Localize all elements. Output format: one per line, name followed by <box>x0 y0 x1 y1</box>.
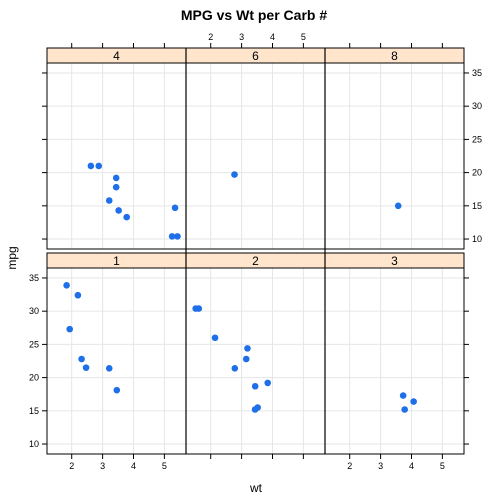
panel-4: 4 <box>46 47 187 250</box>
y-tick-label: 10 <box>29 439 39 449</box>
data-point <box>123 213 130 221</box>
data-point <box>87 162 95 170</box>
x-tick-label: 5 <box>440 461 445 471</box>
y-tick-label: 10 <box>472 234 482 244</box>
panel-8: 8 <box>324 47 465 250</box>
y-axis-title: mpg <box>5 246 19 269</box>
data-point <box>74 291 82 299</box>
panel-border <box>185 267 326 455</box>
x-tick-label: 5 <box>162 461 167 471</box>
x-tick-label: 2 <box>208 32 213 42</box>
data-point <box>242 355 250 363</box>
x-tick-label: 2 <box>69 461 74 471</box>
data-point <box>78 355 85 363</box>
panel-2: 2 <box>185 252 326 455</box>
strip-label-8: 8 <box>391 49 398 63</box>
data-point <box>264 379 272 387</box>
y-tick-label: 30 <box>472 101 482 111</box>
data-point <box>171 204 179 212</box>
strip-label-2: 2 <box>252 254 259 268</box>
data-point <box>112 183 120 191</box>
strip-label-1: 1 <box>113 254 120 268</box>
data-point <box>251 406 259 413</box>
data-point <box>399 392 407 399</box>
x-tick-label: 4 <box>270 32 275 42</box>
x-tick-label: 5 <box>301 32 306 42</box>
y-tick-label: 20 <box>29 373 39 383</box>
panel-border <box>46 62 187 250</box>
data-point <box>244 345 251 352</box>
y-tick-label: 15 <box>29 406 39 416</box>
strip-label-3: 3 <box>391 254 398 268</box>
data-point <box>394 202 402 210</box>
panel-3: 3 <box>324 252 465 455</box>
data-point <box>113 386 121 394</box>
data-point <box>105 197 113 204</box>
x-tick-label: 4 <box>131 461 136 471</box>
panel-border <box>46 267 187 455</box>
panel-1: 1 <box>46 252 187 455</box>
y-tick-label: 15 <box>472 201 482 211</box>
y-tick-label: 35 <box>472 68 482 78</box>
chart-title: MPG vs Wt per Carb # <box>181 7 327 23</box>
x-tick-label: 3 <box>378 461 383 471</box>
data-point <box>231 365 239 372</box>
y-tick-label: 20 <box>472 168 482 178</box>
x-tick-label: 4 <box>409 461 414 471</box>
data-point <box>211 334 219 342</box>
panels: 4 6 8 1 2 3 <box>46 47 465 455</box>
y-tick-label: 30 <box>29 306 39 316</box>
x-axis-title: wt <box>249 481 263 495</box>
data-point <box>66 325 74 333</box>
data-point <box>105 365 113 372</box>
panel-border <box>324 267 465 455</box>
data-point <box>231 171 238 178</box>
data-point <box>95 162 103 170</box>
data-point <box>63 281 70 289</box>
x-tick-label: 3 <box>239 32 244 42</box>
panel-border <box>324 62 465 250</box>
panel-6: 6 <box>185 47 326 250</box>
data-point <box>112 174 120 182</box>
x-tick-label: 2 <box>347 461 352 471</box>
data-point <box>410 398 417 405</box>
data-point <box>168 233 176 240</box>
y-tick-label: 25 <box>29 339 39 349</box>
panel-border <box>185 62 326 250</box>
data-point <box>251 382 259 390</box>
x-tick-label: 3 <box>100 461 105 471</box>
data-point <box>82 364 90 371</box>
data-point <box>115 207 122 214</box>
data-point <box>174 233 181 240</box>
y-tick-label: 25 <box>472 134 482 144</box>
axes: 2 3 4 5 2 3 4 5 2 3 4 5 10 15 20 25 30 35 10 15 20 25 30 35 <box>29 32 482 471</box>
data-point <box>192 305 199 312</box>
data-point <box>401 406 408 413</box>
strip-label-4: 4 <box>113 49 120 63</box>
y-tick-label: 35 <box>29 273 39 283</box>
strip-label-6: 6 <box>252 49 259 63</box>
